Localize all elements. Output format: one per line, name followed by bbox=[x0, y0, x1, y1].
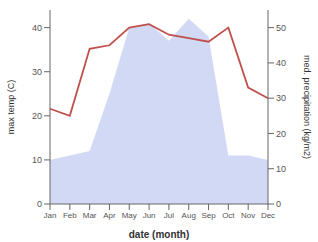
svg-text:20: 20 bbox=[276, 129, 286, 139]
svg-text:May: May bbox=[122, 211, 137, 220]
svg-text:Mar: Mar bbox=[83, 211, 97, 220]
svg-text:Jan: Jan bbox=[44, 211, 57, 220]
svg-text:40: 40 bbox=[32, 23, 42, 33]
svg-text:30: 30 bbox=[276, 93, 286, 103]
svg-text:Jun: Jun bbox=[143, 211, 156, 220]
svg-text:date (month): date (month) bbox=[129, 229, 190, 240]
svg-text:Aug: Aug bbox=[182, 211, 196, 220]
svg-text:max temp (C): max temp (C) bbox=[8, 80, 16, 135]
svg-text:0: 0 bbox=[276, 199, 281, 209]
svg-text:40: 40 bbox=[276, 58, 286, 68]
svg-text:0: 0 bbox=[37, 199, 42, 209]
svg-text:Oct: Oct bbox=[222, 211, 235, 220]
svg-text:med. precipitation (kg/m2): med. precipitation (kg/m2) bbox=[302, 55, 310, 159]
svg-text:Dec: Dec bbox=[261, 211, 275, 220]
svg-text:Nov: Nov bbox=[241, 211, 255, 220]
svg-text:Feb: Feb bbox=[63, 211, 77, 220]
svg-text:Jul: Jul bbox=[164, 211, 174, 220]
svg-text:Sep: Sep bbox=[201, 211, 216, 220]
svg-text:10: 10 bbox=[276, 164, 286, 174]
svg-text:10: 10 bbox=[32, 155, 42, 165]
svg-text:20: 20 bbox=[32, 111, 42, 121]
svg-text:30: 30 bbox=[32, 67, 42, 77]
svg-text:50: 50 bbox=[276, 23, 286, 33]
svg-text:Apr: Apr bbox=[103, 211, 116, 220]
